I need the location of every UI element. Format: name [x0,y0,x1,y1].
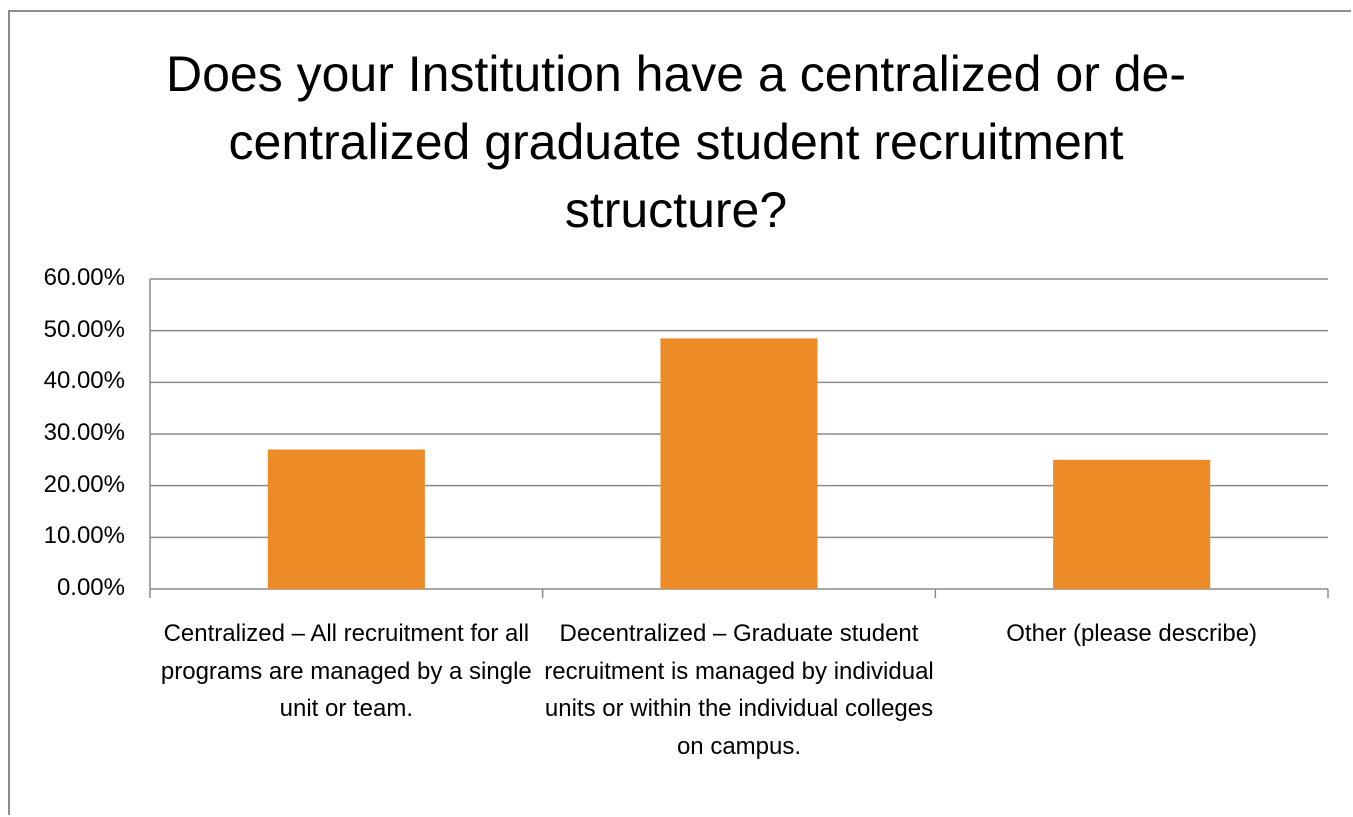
bar [1053,459,1211,589]
x-tick-label: Centralized – All recruitment for all pr… [160,620,532,722]
y-tick-label: 60.00% [43,264,125,291]
y-tick-label: 40.00% [43,367,125,395]
chart-border [8,10,1351,815]
y-tick-label: 30.00% [43,419,125,446]
y-tick-label: 10.00% [43,522,125,550]
y-tick-label: 50.00% [43,315,125,343]
y-tick-label: 20.00% [43,470,125,498]
y-tick-label: 0.00% [56,574,125,601]
x-tick-label: Other (please describe) [1006,620,1258,647]
x-tick-label: Decentralized – Graduate student recruit… [544,620,934,760]
bar [660,338,818,589]
bar [267,449,425,589]
chart-title: Does your Institution have a centralized… [166,46,1186,238]
